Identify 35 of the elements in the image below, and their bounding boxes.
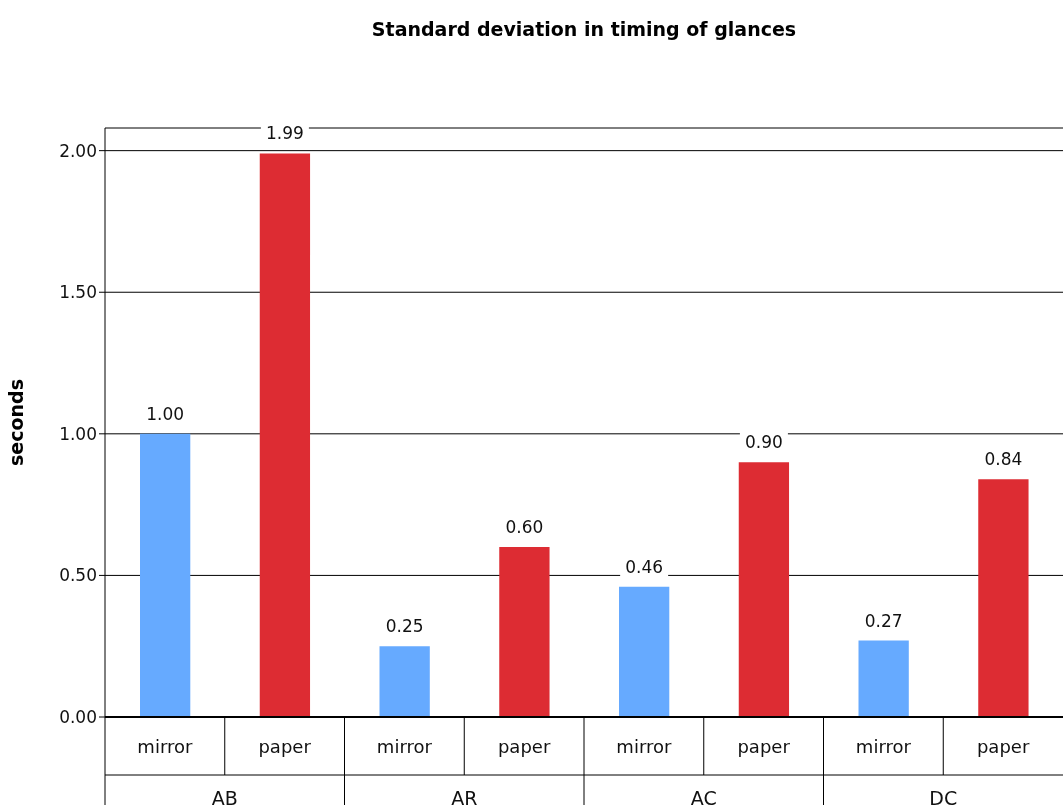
x-tick-label: AB — [211, 787, 238, 805]
bar — [978, 479, 1029, 717]
y-tick-label: 2.00 — [59, 140, 97, 161]
bar — [619, 586, 670, 717]
text: mirror — [855, 736, 911, 757]
bar — [738, 462, 790, 717]
y-tick-label: 0.00 — [59, 707, 97, 728]
bar — [379, 646, 430, 717]
text: mirror — [137, 736, 193, 757]
data-label: 0.46 — [625, 556, 664, 577]
data-label: 0.84 — [984, 449, 1023, 470]
text: paper — [976, 736, 1030, 757]
text: paper — [497, 736, 551, 757]
y-tick-label: 1.00 — [59, 423, 97, 444]
data-label: 1.00 — [146, 403, 185, 424]
data-label: 0.25 — [385, 616, 424, 637]
text: paper — [737, 736, 790, 757]
x-tick-label: DC — [929, 787, 958, 805]
data-label: 0.60 — [505, 517, 544, 538]
bar — [140, 433, 191, 717]
data-label: 0.27 — [864, 610, 903, 631]
x-tick-label: AC — [690, 787, 717, 805]
y-axis-title: seconds — [4, 379, 27, 466]
series-label: mirror — [376, 736, 433, 757]
chart-title: Standard deviation in timing of glances — [370, 18, 798, 40]
bar — [499, 547, 550, 717]
y-tick-label: 1.50 — [59, 282, 97, 303]
data-label: 0.90 — [744, 432, 783, 453]
data-label: 1.99 — [265, 123, 304, 144]
bar — [858, 640, 909, 717]
series-label: paper — [258, 736, 312, 757]
x-tick-label: AR — [451, 787, 478, 805]
y-tick-label: 0.50 — [59, 565, 97, 586]
text: mirror — [616, 736, 672, 757]
bar — [259, 153, 311, 717]
